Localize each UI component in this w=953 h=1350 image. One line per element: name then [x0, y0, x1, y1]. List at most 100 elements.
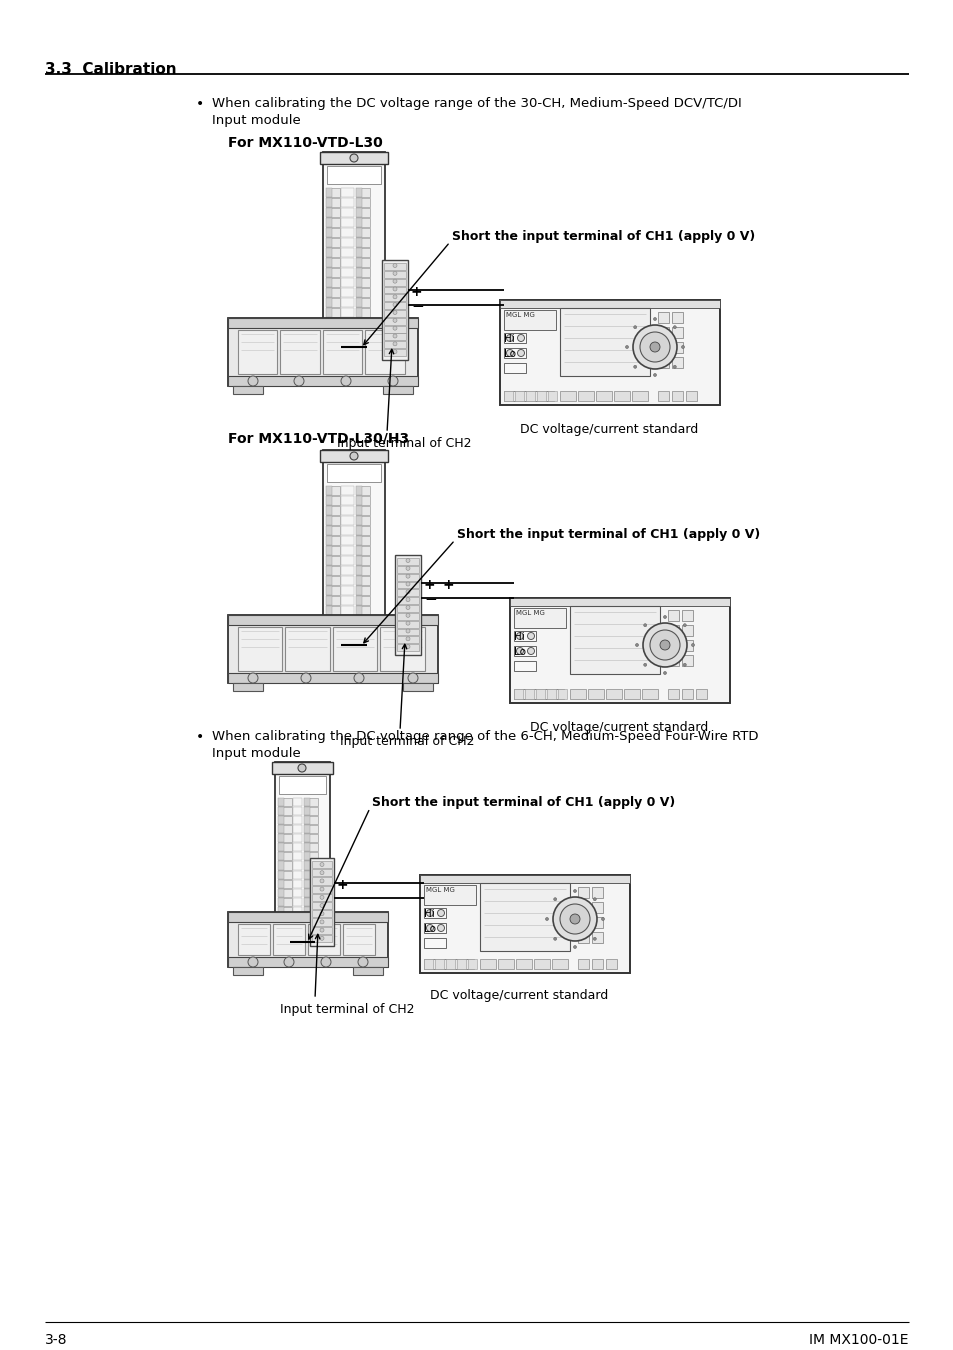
Bar: [277, 871, 292, 879]
Bar: [326, 308, 332, 317]
Bar: [304, 925, 310, 933]
Bar: [355, 566, 370, 575]
Bar: [326, 566, 332, 575]
Bar: [340, 258, 354, 267]
Bar: [623, 688, 639, 699]
Bar: [326, 298, 339, 306]
Bar: [326, 198, 332, 207]
Bar: [503, 392, 554, 401]
Bar: [326, 626, 339, 634]
Bar: [326, 626, 332, 634]
Bar: [233, 967, 263, 975]
Bar: [310, 859, 334, 946]
Bar: [355, 576, 361, 585]
Circle shape: [393, 327, 396, 331]
Bar: [355, 606, 361, 616]
Bar: [355, 278, 370, 288]
Bar: [355, 495, 370, 505]
Bar: [355, 198, 370, 207]
Circle shape: [406, 613, 410, 617]
Bar: [667, 640, 679, 651]
Bar: [340, 495, 354, 505]
Bar: [277, 852, 292, 860]
Bar: [355, 606, 370, 616]
Circle shape: [527, 633, 534, 640]
Bar: [340, 586, 354, 595]
Bar: [355, 319, 361, 327]
Bar: [304, 915, 317, 923]
Bar: [340, 626, 354, 634]
Bar: [587, 688, 603, 699]
Bar: [340, 636, 354, 645]
Bar: [355, 626, 361, 634]
Circle shape: [406, 567, 410, 570]
Circle shape: [319, 887, 324, 891]
Circle shape: [393, 310, 396, 315]
Bar: [355, 536, 370, 545]
Bar: [667, 610, 679, 621]
Bar: [340, 288, 354, 297]
Bar: [304, 817, 310, 825]
Bar: [274, 761, 330, 946]
Circle shape: [682, 624, 685, 626]
Bar: [304, 861, 310, 869]
Bar: [326, 616, 339, 625]
Bar: [280, 329, 319, 374]
Bar: [340, 556, 354, 566]
Bar: [382, 386, 413, 394]
Bar: [293, 807, 302, 815]
Circle shape: [406, 582, 410, 586]
Bar: [340, 526, 354, 535]
Bar: [340, 298, 354, 306]
Bar: [503, 363, 525, 373]
Bar: [514, 630, 536, 641]
Circle shape: [517, 350, 524, 356]
Circle shape: [426, 925, 433, 932]
Bar: [355, 338, 370, 347]
Bar: [340, 486, 354, 495]
Bar: [355, 288, 361, 297]
Circle shape: [437, 910, 444, 917]
Bar: [667, 655, 679, 666]
Bar: [304, 861, 317, 869]
Bar: [277, 861, 284, 869]
Bar: [380, 626, 424, 671]
Bar: [327, 333, 380, 348]
Bar: [355, 506, 361, 514]
Bar: [277, 825, 284, 833]
Bar: [326, 545, 332, 555]
Text: 3.3  Calibration: 3.3 Calibration: [45, 62, 176, 77]
Bar: [396, 574, 418, 580]
Circle shape: [357, 957, 368, 967]
Bar: [355, 616, 370, 625]
Bar: [293, 861, 302, 869]
Bar: [277, 880, 284, 888]
Circle shape: [340, 377, 351, 386]
Bar: [340, 338, 354, 347]
Bar: [293, 844, 302, 852]
Bar: [326, 198, 339, 207]
Bar: [355, 556, 361, 566]
Circle shape: [319, 937, 324, 941]
Bar: [340, 269, 354, 277]
Bar: [228, 319, 417, 386]
Bar: [340, 308, 354, 317]
Bar: [326, 278, 339, 288]
Bar: [326, 586, 339, 595]
Bar: [326, 188, 332, 197]
Bar: [326, 338, 339, 347]
Bar: [685, 392, 697, 401]
Bar: [384, 310, 406, 317]
Bar: [326, 238, 339, 247]
Bar: [327, 632, 380, 647]
Bar: [355, 595, 361, 605]
Bar: [479, 958, 496, 969]
Circle shape: [673, 325, 676, 328]
Bar: [658, 342, 668, 352]
Circle shape: [633, 325, 677, 369]
Circle shape: [248, 377, 257, 386]
Bar: [355, 486, 361, 495]
Bar: [355, 217, 370, 227]
Bar: [503, 348, 525, 358]
Bar: [396, 566, 418, 572]
